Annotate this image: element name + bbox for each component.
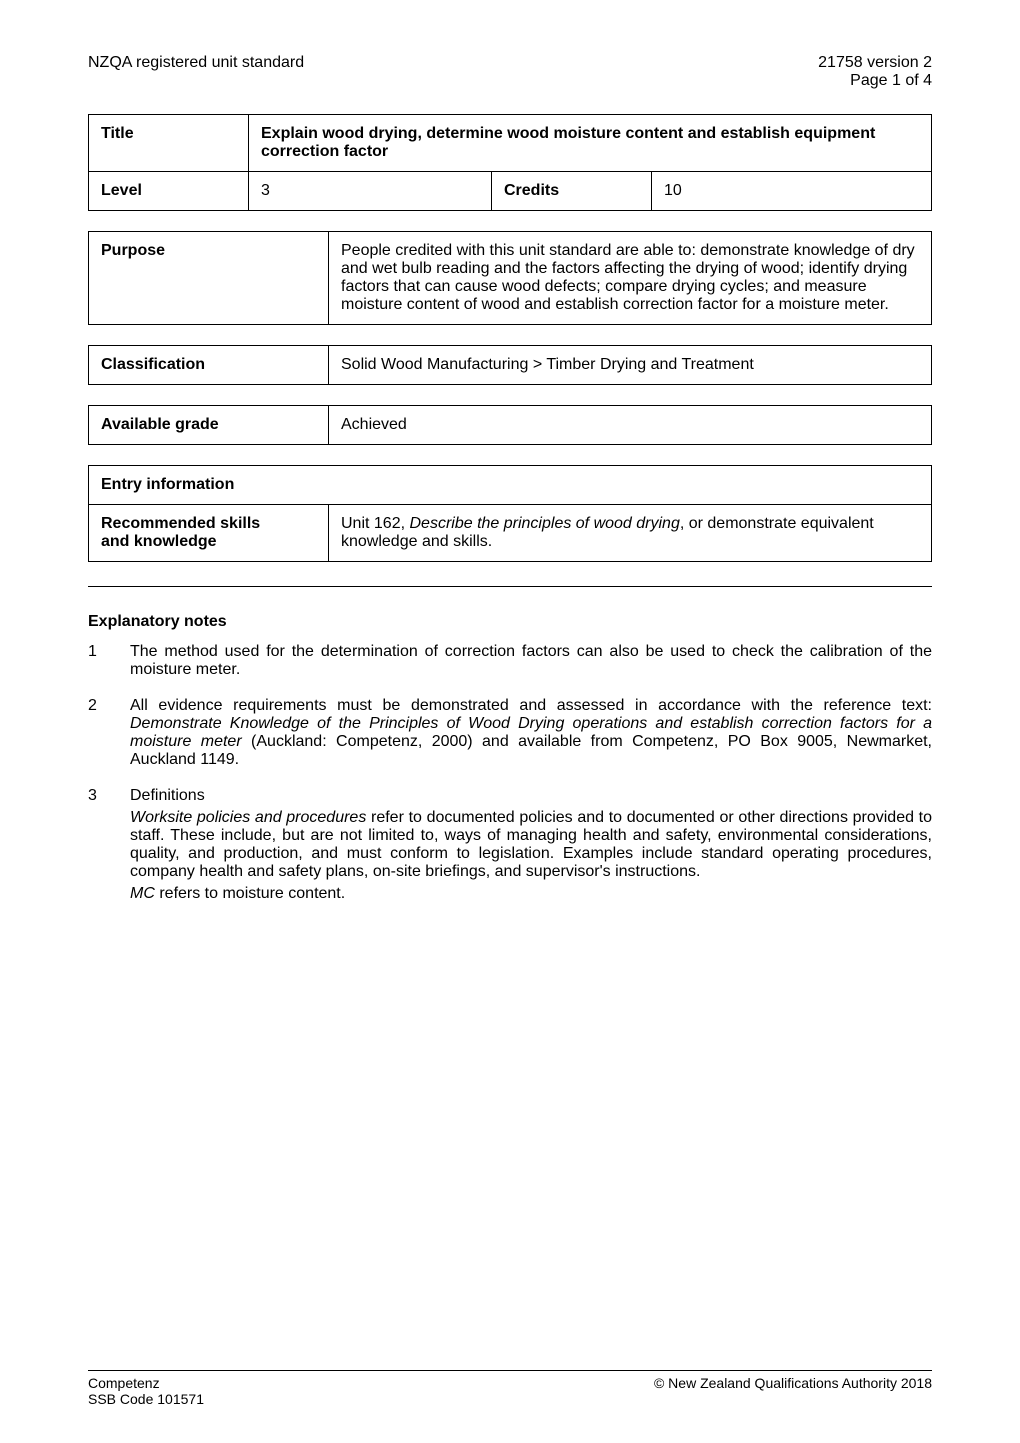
header-right-line2: Page 1 of 4 — [818, 72, 932, 90]
table-row: Available grade Achieved — [89, 406, 932, 445]
note-3-title: Definitions — [130, 787, 205, 804]
running-header: NZQA registered unit standard 21758 vers… — [88, 54, 932, 90]
footer-left: Competenz SSB Code 101571 — [88, 1375, 204, 1407]
note-2-prefix: All evidence requirements must be demons… — [130, 697, 932, 714]
purpose-text: People credited with this unit standard … — [329, 232, 932, 325]
note-1: The method used for the determination of… — [88, 643, 932, 679]
page-footer: Competenz SSB Code 101571 © New Zealand … — [88, 1370, 932, 1407]
classification-text: Solid Wood Manufacturing > Timber Drying… — [329, 346, 932, 385]
footer-right: © New Zealand Qualifications Authority 2… — [654, 1375, 932, 1407]
note-2-suffix: (Auckland: Competenz, 2000) and availabl… — [130, 733, 932, 768]
table-row: Classification Solid Wood Manufacturing … — [89, 346, 932, 385]
classification-table: Classification Solid Wood Manufacturing … — [88, 345, 932, 385]
credits-value: 10 — [652, 172, 932, 211]
level-credits-row: Level 3 Credits 10 — [89, 172, 932, 211]
divider — [88, 586, 932, 587]
footer-left-line1: Competenz — [88, 1375, 204, 1391]
note-1-text: The method used for the determination of… — [130, 643, 932, 678]
available-grade-text: Achieved — [329, 406, 932, 445]
note-3-para2: MC refers to moisture content. — [130, 885, 932, 903]
note-3-para1-italic: Worksite policies and procedures — [130, 809, 366, 826]
rec-label-line1: Recommended skills — [101, 515, 316, 533]
note-3-para2-italic: MC — [130, 885, 155, 902]
page: NZQA registered unit standard 21758 vers… — [0, 0, 1020, 1443]
rec-label-line2: and knowledge — [101, 533, 316, 551]
rec-text-prefix: Unit 162, — [341, 515, 409, 532]
header-right-line1: 21758 version 2 — [818, 54, 932, 72]
explanatory-heading: Explanatory notes — [88, 613, 932, 631]
title-label: Title — [89, 115, 249, 172]
entry-info-table: Entry information Recommended skills and… — [88, 465, 932, 562]
title-table: Title Explain wood drying, determine woo… — [88, 114, 932, 211]
credits-label: Credits — [492, 172, 652, 211]
available-grade-table: Available grade Achieved — [88, 405, 932, 445]
rec-text-italic: Describe the principles of wood drying — [409, 515, 679, 532]
note-3-para1: Worksite policies and procedures refer t… — [130, 809, 932, 881]
explanatory-notes-list: The method used for the determination of… — [88, 643, 932, 921]
note-2: All evidence requirements must be demons… — [88, 697, 932, 769]
entry-info-header: Entry information — [89, 466, 932, 505]
purpose-table: Purpose People credited with this unit s… — [88, 231, 932, 325]
footer-left-line2: SSB Code 101571 — [88, 1391, 204, 1407]
table-row: Recommended skills and knowledge Unit 16… — [89, 505, 932, 562]
header-left: NZQA registered unit standard — [88, 54, 304, 90]
title-row: Title Explain wood drying, determine woo… — [89, 115, 932, 172]
entry-info-header-row: Entry information — [89, 466, 932, 505]
note-3: Definitions Worksite policies and proced… — [88, 787, 932, 903]
title-text: Explain wood drying, determine wood mois… — [249, 115, 932, 172]
level-label: Level — [89, 172, 249, 211]
table-row: Purpose People credited with this unit s… — [89, 232, 932, 325]
recommended-skills-text: Unit 162, Describe the principles of woo… — [329, 505, 932, 562]
classification-label: Classification — [89, 346, 329, 385]
purpose-label: Purpose — [89, 232, 329, 325]
available-grade-label: Available grade — [89, 406, 329, 445]
recommended-skills-label: Recommended skills and knowledge — [89, 505, 329, 562]
header-right: 21758 version 2 Page 1 of 4 — [818, 54, 932, 90]
level-value: 3 — [249, 172, 492, 211]
note-3-para2-rest: refers to moisture content. — [155, 885, 345, 902]
